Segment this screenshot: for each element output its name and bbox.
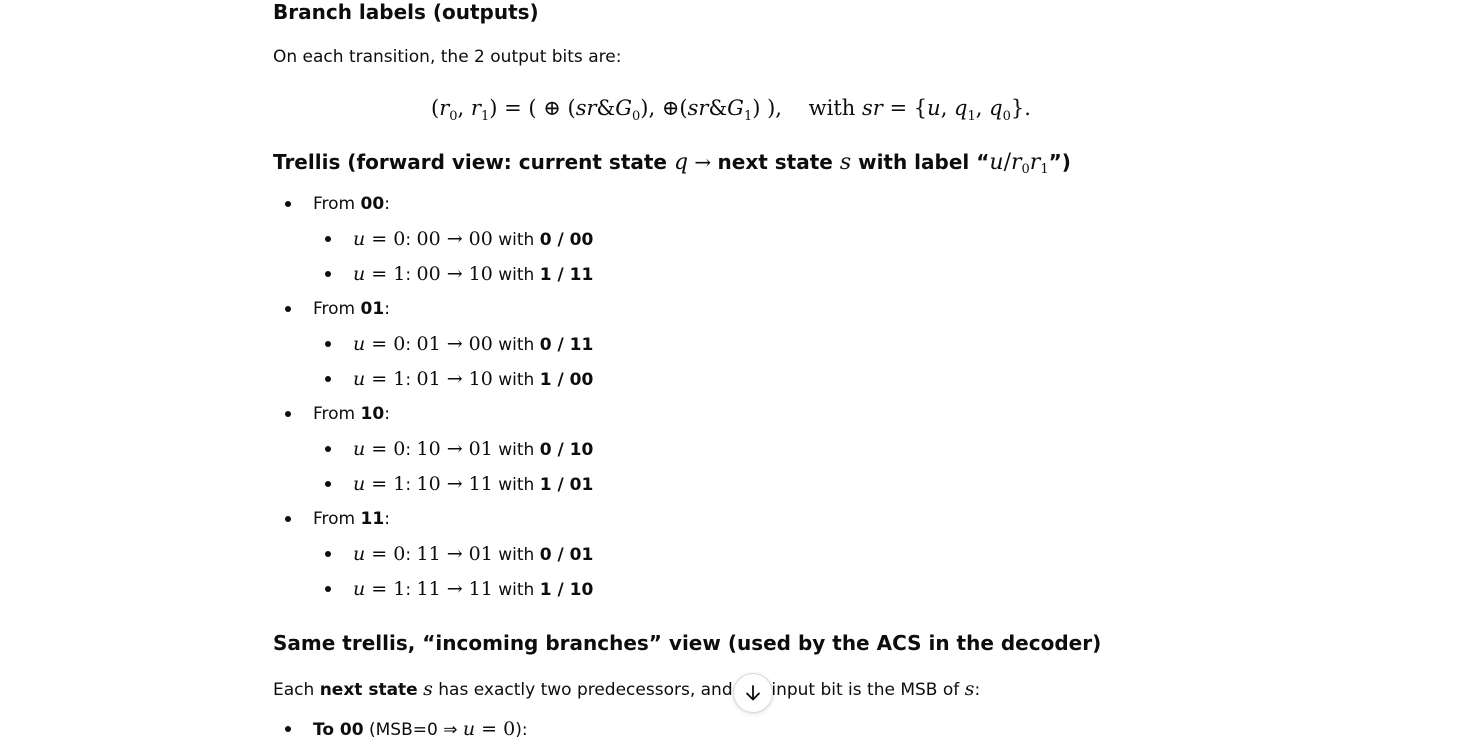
list-item-from-10: From 10:	[285, 404, 390, 424]
list-item-branch: u = 0: 01 → 00 with 0 / 11	[324, 333, 594, 355]
list-item-branch: u = 0: 10 → 01 with 0 / 10	[324, 438, 594, 460]
list-item-branch: u = 1: 11 → 11 with 1 / 10	[324, 578, 594, 600]
scroll-to-bottom-button[interactable]	[733, 673, 773, 713]
list-item-branch: u = 1: 00 → 10 with 1 / 11	[324, 263, 594, 285]
branch-labels-heading: Branch labels (outputs)	[273, 0, 539, 24]
list-item-from-11: From 11:	[285, 509, 390, 529]
list-item-branch: u = 0: 11 → 01 with 0 / 01	[324, 543, 594, 565]
list-item-branch: u = 1: 10 → 11 with 1 / 01	[324, 473, 594, 495]
list-item-from-01: From 01:	[285, 299, 390, 319]
list-item-branch: u = 0: 00 → 00 with 0 / 00	[324, 228, 594, 250]
output-bits-equation: (r0, r1) = ( ⊕ (sr&G0), ⊕(sr&G1) ), with…	[431, 96, 1031, 125]
list-item-branch: u = 1: 01 → 10 with 1 / 00	[324, 368, 594, 390]
incoming-branches-para: Each next state s has exactly two predec…	[273, 678, 981, 700]
branch-labels-intro: On each transition, the 2 output bits ar…	[273, 47, 622, 67]
arrow-down-icon	[746, 685, 760, 701]
list-item-to-00: To 00 (MSB=0 ⇒ u = 0):	[285, 718, 528, 740]
incoming-branches-heading: Same trellis, “incoming branches” view (…	[273, 631, 1102, 655]
trellis-forward-heading: Trellis (forward view: current state q →…	[273, 150, 1071, 177]
list-item-from-00: From 00:	[285, 194, 390, 214]
